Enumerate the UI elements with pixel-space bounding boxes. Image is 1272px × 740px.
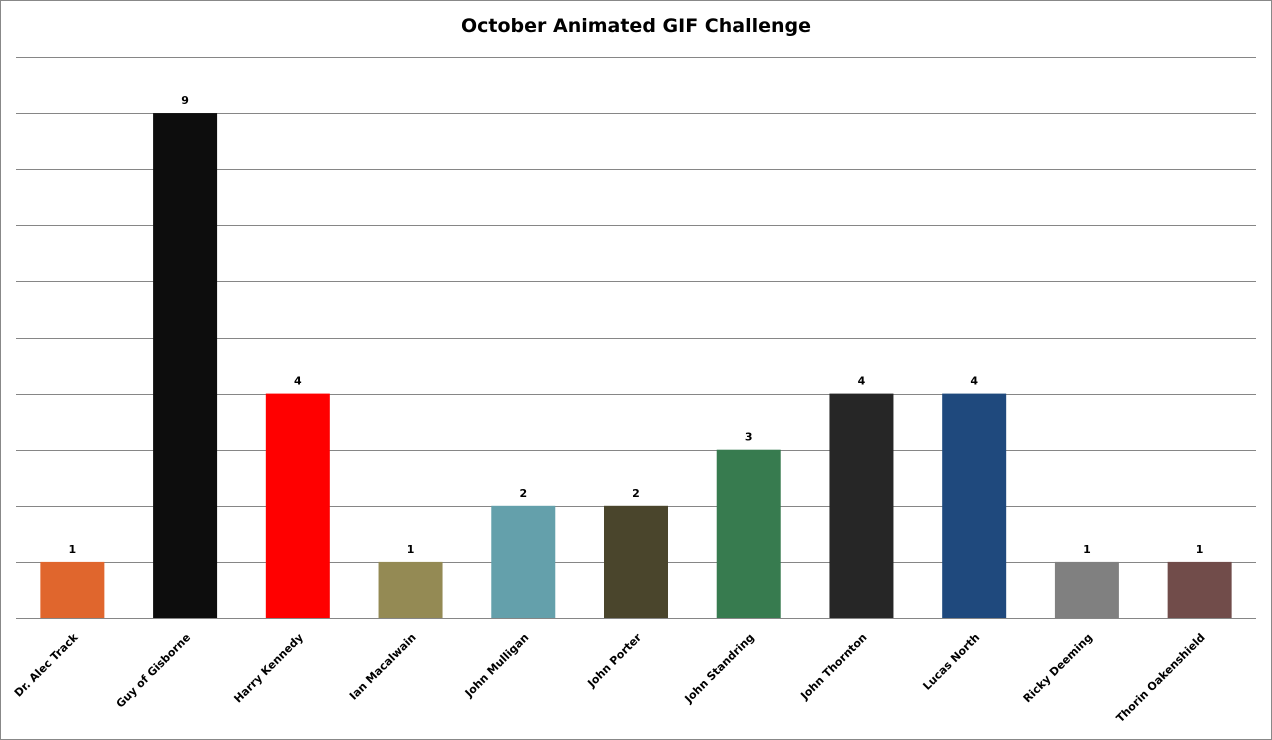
data-label: 1 (69, 543, 77, 556)
x-tick-label: Ian Macalwain (347, 631, 419, 703)
bar (942, 393, 1007, 618)
x-tick-label: Guy of Gisborne (114, 631, 194, 711)
x-tick-label: Lucas North (920, 631, 982, 693)
data-label: 2 (519, 487, 527, 500)
bar (265, 393, 330, 618)
x-tick-label: Harry Kennedy (231, 631, 306, 706)
bars (40, 113, 1232, 618)
bar (40, 561, 105, 618)
x-tick-label: John Mulligan (462, 631, 532, 701)
bar (378, 561, 443, 618)
x-tick-label: Dr. Alec Track (12, 630, 81, 699)
data-label: 3 (745, 431, 753, 444)
data-label: 4 (858, 375, 866, 388)
data-label: 4 (970, 375, 978, 388)
bar (1167, 561, 1232, 618)
bar (1054, 561, 1119, 618)
bar (716, 449, 781, 618)
data-label: 9 (181, 94, 189, 107)
chart-title: October Animated GIF Challenge (460, 15, 812, 37)
data-label: 2 (632, 487, 640, 500)
bar (604, 505, 668, 618)
x-tick-label: John Porter (584, 631, 644, 691)
bar (491, 505, 556, 618)
bar (153, 113, 218, 618)
x-tick-label: Ricky Deeming (1021, 631, 1095, 705)
data-label: 1 (1083, 543, 1091, 556)
x-tick-label: John Thornton (797, 631, 869, 703)
data-label: 1 (1196, 543, 1204, 556)
data-label: 4 (294, 375, 302, 388)
data-label: 1 (407, 543, 415, 556)
x-tick-label: John Standring (682, 631, 757, 706)
gridlines (16, 57, 1256, 619)
x-tick-label: Thorin Oakenshield (1114, 631, 1208, 725)
data-labels: 1 9 4 1 2 2 3 4 4 1 1 (69, 94, 1204, 556)
bar (829, 393, 894, 618)
x-tick-labels: Dr. Alec Track Guy of Gisborne Harry Kenne… (12, 630, 1208, 725)
